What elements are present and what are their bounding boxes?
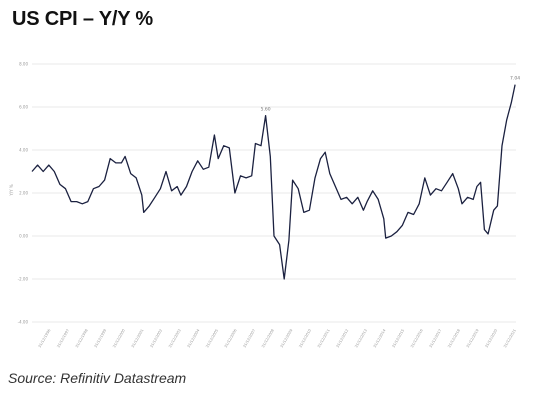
x-tick-label: 31/12/2015 <box>391 329 405 349</box>
data-labels: 5.60 7.04 <box>261 76 521 113</box>
cpi-series-line <box>31 84 516 280</box>
chart-title: US CPI – Y/Y % <box>12 8 153 30</box>
x-tick-label: 31/12/2000 <box>112 328 126 349</box>
y-axis-ticks: 8.00 6.00 4.00 2.00 0.00 -2.00 -4.00 <box>18 62 29 325</box>
x-tick-label: 31/12/2002 <box>149 329 163 349</box>
gridlines <box>32 63 516 323</box>
x-tick-label: 31/12/1996 <box>38 328 52 349</box>
x-tick-label: 31/12/2006 <box>224 328 238 349</box>
y-tick-label: 0.00 <box>19 234 28 239</box>
x-tick-label: 31/12/2004 <box>187 328 201 349</box>
x-tick-label: 31/12/2017 <box>429 329 443 349</box>
x-tick-label: 31/12/1999 <box>94 328 108 349</box>
x-tick-label: 31/12/2020 <box>484 328 498 349</box>
x-axis-ticks: 31/12/1996 31/12/1997 31/12/1998 31/12/1999… <box>38 328 517 349</box>
x-tick-label: 31/12/2001 <box>131 329 145 349</box>
x-tick-label: 31/12/2003 <box>168 329 182 349</box>
source-note: Source: Refinitiv Datastream <box>8 370 187 386</box>
y-tick-label: 4.00 <box>19 148 28 153</box>
y-tick-label: 8.00 <box>19 62 28 67</box>
data-label: 7.04 <box>510 76 520 82</box>
x-tick-label: 31/12/2008 <box>261 328 275 349</box>
x-tick-label: 31/12/1998 <box>75 328 89 349</box>
x-tick-label: 31/12/2005 <box>205 329 219 349</box>
x-tick-label: 31/12/2021 <box>503 329 517 349</box>
x-tick-label: 31/12/2019 <box>466 328 480 349</box>
y-tick-label: -2.00 <box>18 277 29 282</box>
x-tick-label: 31/12/2012 <box>336 329 350 349</box>
x-tick-label: 31/12/2011 <box>317 329 331 349</box>
x-tick-label: 31/12/2007 <box>242 329 256 349</box>
data-label: 5.60 <box>261 107 271 113</box>
y-axis-label: Y/Y % <box>9 184 14 197</box>
y-tick-label: 6.00 <box>19 105 28 110</box>
x-tick-label: 31/12/2016 <box>410 328 424 349</box>
cpi-line-chart: 8.00 6.00 4.00 2.00 0.00 -2.00 -4.00 Y/Y % 31/… <box>9 62 521 349</box>
x-tick-label: 31/12/2010 <box>298 328 312 349</box>
y-tick-label: -4.00 <box>18 320 29 325</box>
y-tick-label: 2.00 <box>19 191 28 196</box>
x-tick-label: 31/12/2014 <box>373 328 387 349</box>
x-tick-label: 31/12/2018 <box>447 328 461 349</box>
x-tick-label: 31/12/2009 <box>280 328 294 349</box>
x-tick-label: 31/12/1997 <box>56 329 70 349</box>
x-tick-label: 31/12/2013 <box>354 329 368 349</box>
